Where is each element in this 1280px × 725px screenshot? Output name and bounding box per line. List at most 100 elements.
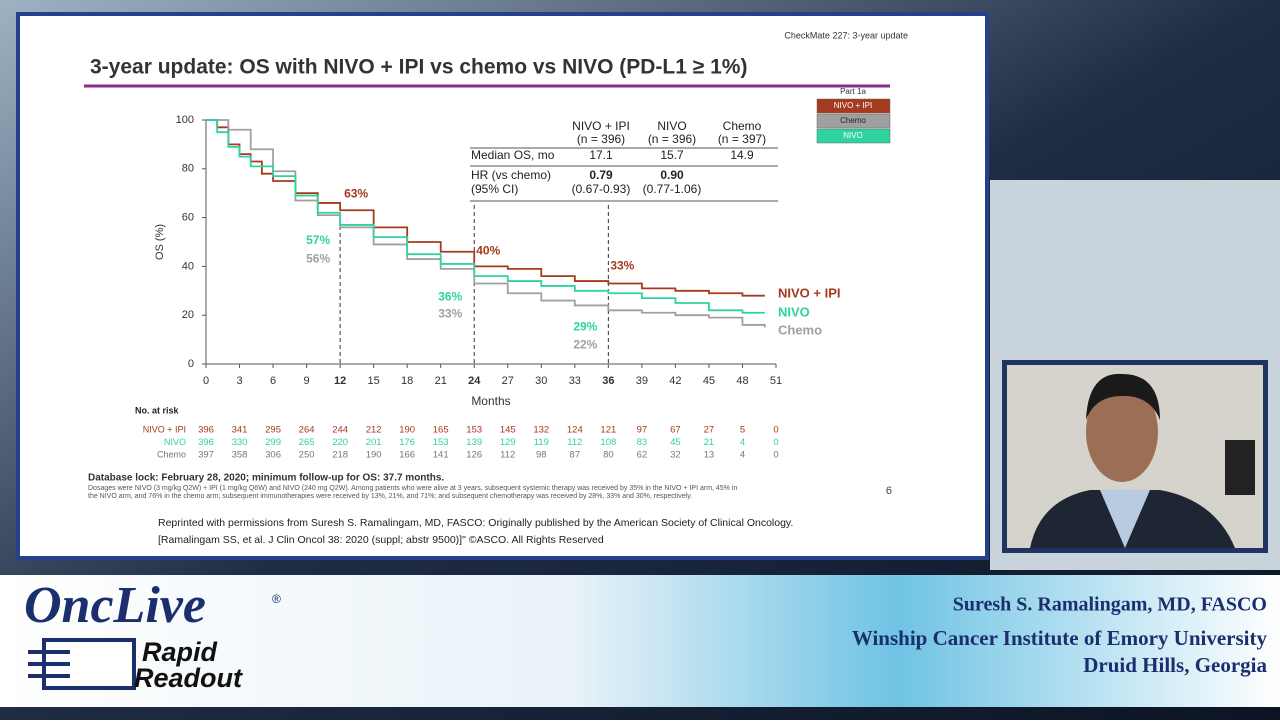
legend-label: NIVO: [843, 131, 863, 140]
risk-cell: 4: [740, 437, 745, 448]
x-tick-label: 27: [502, 375, 514, 387]
risk-cell: 83: [637, 437, 648, 448]
table-header: NIVO: [657, 119, 686, 133]
institution: Winship Cancer Institute of Emory Univer…: [852, 626, 1268, 650]
x-tick-label: 42: [669, 375, 681, 387]
speaker-hair: [1086, 373, 1160, 420]
risk-cell: 124: [567, 425, 583, 436]
annotation: 29%: [573, 319, 597, 333]
table-header: (n = 396): [577, 132, 625, 146]
risk-cell: 295: [265, 425, 281, 436]
risk-cell: 121: [600, 425, 616, 436]
table-cell: 15.7: [660, 148, 684, 162]
risk-cell: 250: [299, 450, 315, 461]
risk-cell: 201: [366, 437, 382, 448]
legend-label: Chemo: [840, 116, 866, 125]
footnote: the NIVO arm, and 76% in the chemo arm; …: [88, 493, 692, 500]
x-tick-label: 18: [401, 375, 413, 387]
risk-cell: 396: [198, 437, 214, 448]
lower-third: [0, 575, 1280, 707]
speaker-name: Suresh S. Ramalingam, MD, FASCO: [953, 594, 1267, 616]
table-row-label: (95% CI): [471, 182, 518, 196]
risk-cell: 264: [299, 425, 315, 436]
program-name: Readout: [134, 663, 243, 693]
risk-cell: 141: [433, 450, 449, 461]
table-cell: 14.9: [730, 148, 754, 162]
table-row-label: HR (vs chemo): [471, 168, 551, 182]
risk-cell: 32: [670, 450, 681, 461]
risk-row-label: NIVO + IPI: [143, 424, 186, 434]
legend-title: Part 1a: [840, 87, 866, 96]
x-tick-label: 39: [636, 375, 648, 387]
risk-cell: 119: [534, 437, 549, 448]
risk-cell: 21: [704, 437, 715, 448]
annotation: 22%: [573, 337, 597, 351]
brand-logo: OncLive: [24, 577, 206, 634]
table-cell: 17.1: [589, 148, 613, 162]
risk-cell: 4: [740, 450, 745, 461]
x-tick-label: 45: [703, 375, 715, 387]
slide-header: CheckMate 227: 3-year update: [784, 30, 908, 40]
risk-cell: 153: [433, 437, 449, 448]
x-tick-label: 48: [736, 375, 748, 387]
table-cell: (0.67-0.93): [572, 182, 631, 196]
table-cell: 0.79: [589, 168, 613, 182]
y-tick-label: 0: [188, 358, 194, 370]
risk-cell: 27: [704, 425, 715, 436]
series-end-label: NIVO + IPI: [778, 285, 841, 300]
legend-swatch: [816, 128, 891, 144]
logo-icon: [42, 638, 136, 690]
x-tick-label: 3: [236, 375, 242, 387]
reprint: [Ramalingam SS, et al. J Clin Oncol 38: …: [158, 534, 604, 546]
risk-row-label: NIVO: [164, 437, 186, 447]
risk-cell: 126: [466, 450, 482, 461]
series-end-label: Chemo: [778, 322, 822, 337]
y-axis-label: OS (%): [154, 224, 166, 260]
tv-screen: [1225, 440, 1255, 495]
legend-swatch: [816, 98, 891, 114]
x-tick-label: 6: [270, 375, 276, 387]
risk-cell: 166: [399, 450, 415, 461]
survival-curve: [206, 119, 765, 314]
x-tick-label: 36: [602, 375, 614, 387]
footnote-bold: Database lock: February 28, 2020; minimu…: [88, 473, 444, 484]
risk-cell: 87: [570, 450, 581, 461]
risk-title: No. at risk: [135, 405, 180, 415]
annotation: 57%: [306, 233, 330, 247]
risk-cell: 145: [500, 425, 516, 436]
risk-cell: 306: [265, 450, 281, 461]
footnote: Dosages were NIVO (3 mg/kg Q2W) + IPI (1…: [88, 485, 737, 492]
page-number: 6: [886, 485, 892, 497]
table-row-label: Median OS, mo: [471, 148, 555, 162]
x-tick-label: 21: [435, 375, 447, 387]
x-tick-label: 51: [770, 375, 782, 387]
table-header: NIVO + IPI: [572, 119, 630, 133]
risk-cell: 220: [332, 437, 348, 448]
reprint: Reprinted with permissions from Suresh S…: [158, 517, 793, 529]
risk-cell: 397: [198, 450, 214, 461]
slide-title: 3-year update: OS with NIVO + IPI vs che…: [90, 56, 747, 79]
x-tick-label: 24: [468, 375, 481, 387]
risk-cell: 129: [500, 437, 516, 448]
risk-cell: 62: [637, 450, 648, 461]
table-cell: 0.90: [660, 168, 684, 182]
annotation: 40%: [476, 244, 500, 258]
risk-cell: 165: [433, 425, 449, 436]
annotation: 56%: [306, 252, 330, 266]
risk-cell: 218: [332, 450, 348, 461]
table-header: (n = 397): [718, 132, 766, 146]
risk-cell: 396: [198, 425, 214, 436]
risk-cell: 112: [567, 437, 582, 448]
risk-cell: 330: [232, 437, 248, 448]
x-axis-label: Months: [471, 394, 510, 408]
risk-cell: 190: [366, 450, 382, 461]
risk-cell: 5: [740, 425, 745, 436]
risk-cell: 244: [332, 425, 348, 436]
risk-cell: 212: [366, 425, 382, 436]
y-tick-label: 40: [182, 260, 194, 272]
risk-cell: 112: [500, 450, 515, 461]
risk-cell: 98: [536, 450, 547, 461]
speaker-shirt: [1100, 490, 1150, 548]
risk-cell: 97: [637, 425, 648, 436]
